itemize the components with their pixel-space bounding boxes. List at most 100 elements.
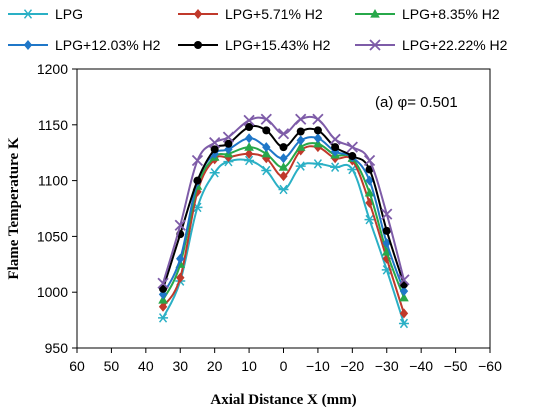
data-point <box>331 143 340 152</box>
legend-label: LPG+22.22% H2 <box>402 37 508 53</box>
data-point <box>176 253 185 264</box>
y-tick-label: 1100 <box>38 173 68 189</box>
y-tick-label: 950 <box>45 340 69 356</box>
series-lpg <box>158 155 409 329</box>
data-point <box>191 154 204 167</box>
x-tick-label: 50 <box>104 358 120 374</box>
data-point <box>244 155 255 166</box>
y-tick-label: 1050 <box>37 228 68 244</box>
data-point <box>312 159 323 169</box>
axis-ticks: 60 50 40 30 20 10 0 −10 −20 −30 −40 −50 −60 950 1000 10… <box>37 61 502 374</box>
data-point <box>158 313 169 323</box>
legend-label: LPG+12.03% H2 <box>55 37 161 53</box>
data-point <box>193 176 202 185</box>
data-point <box>295 113 307 125</box>
x-tick-label: 20 <box>207 358 223 374</box>
series-lpg-22-22-h2 <box>157 113 410 289</box>
data-point <box>348 152 357 161</box>
y-tick-label: 1150 <box>38 117 68 133</box>
series-layer <box>157 113 410 329</box>
data-point <box>296 135 305 146</box>
data-point <box>346 141 358 153</box>
legend-item: LPG+12.03% H2 <box>8 37 161 53</box>
legend: LPG LPG+5.71% H2 LPG+8.35% H2 LPG+12.03% H2… <box>8 6 508 53</box>
x-tick-label: −30 <box>375 358 399 374</box>
data-point <box>222 131 235 143</box>
data-point <box>399 308 409 319</box>
data-point <box>209 168 220 178</box>
x-tick-label: 40 <box>138 358 154 374</box>
data-point <box>382 226 391 235</box>
data-point <box>381 208 393 220</box>
data-point <box>398 274 410 286</box>
data-point <box>279 153 288 164</box>
data-point <box>364 187 375 197</box>
data-point <box>313 126 322 135</box>
x-tick-label: 10 <box>241 358 257 374</box>
data-point <box>279 171 288 182</box>
data-point <box>176 272 185 283</box>
x-axis-title: Axial Distance X (mm) <box>210 392 356 408</box>
legend-label: LPG+8.35% H2 <box>402 6 500 22</box>
x-tick-label: 0 <box>280 358 288 374</box>
x-tick-label: 60 <box>69 358 85 374</box>
x-tick-label: −60 <box>478 358 502 374</box>
data-point <box>262 126 271 135</box>
data-point <box>278 162 289 171</box>
y-tick-label: 1200 <box>37 61 68 77</box>
data-point <box>296 127 305 136</box>
data-point <box>159 284 168 293</box>
legend-label: LPG+5.71% H2 <box>225 6 323 22</box>
y-tick-label: 1000 <box>37 284 68 300</box>
data-point <box>399 286 409 297</box>
data-point <box>174 219 186 231</box>
legend-marker <box>23 9 33 19</box>
data-point <box>260 113 272 125</box>
data-point <box>295 161 306 171</box>
chart-annotation: (a) φ= 0.501 <box>375 94 458 111</box>
data-point <box>261 148 272 158</box>
x-tick-label: −40 <box>409 358 433 374</box>
data-point <box>279 143 288 152</box>
data-point <box>364 214 375 225</box>
data-point <box>244 148 254 159</box>
legend-marker <box>23 40 33 50</box>
x-tick-label: 30 <box>172 358 188 374</box>
data-point <box>399 292 409 302</box>
data-point <box>277 128 290 140</box>
data-point <box>365 175 374 186</box>
data-point <box>243 114 255 126</box>
data-point <box>158 301 168 312</box>
data-point <box>278 184 289 195</box>
legend-marker <box>369 39 381 51</box>
x-tick-label: −50 <box>444 358 468 374</box>
data-point <box>157 277 169 289</box>
legend-marker <box>193 9 203 19</box>
data-point <box>295 142 306 151</box>
legend-marker <box>370 9 380 18</box>
data-point <box>261 165 272 176</box>
data-point <box>224 139 233 148</box>
x-tick-label: −20 <box>340 358 364 374</box>
data-point <box>330 162 341 172</box>
data-point <box>398 318 409 329</box>
x-tick-label: −10 <box>306 358 330 374</box>
data-point <box>210 145 219 154</box>
legend-label: LPG+15.43% H2 <box>225 37 331 53</box>
legend-item: LPG+15.43% H2 <box>178 37 331 53</box>
data-point <box>312 113 324 125</box>
legend-marker <box>194 41 202 49</box>
data-point <box>363 154 376 167</box>
data-point <box>313 133 323 144</box>
legend-item: LPG+22.22% H2 <box>355 37 508 53</box>
data-point <box>244 133 254 144</box>
legend-item: LPG <box>8 6 83 22</box>
data-point <box>347 164 358 175</box>
data-point <box>209 137 221 149</box>
legend-label: LPG <box>55 6 83 22</box>
legend-item: LPG+8.35% H2 <box>355 6 500 22</box>
data-point <box>262 142 271 153</box>
data-point <box>244 142 254 151</box>
y-axis-title: Flame Temperature K <box>6 137 22 280</box>
